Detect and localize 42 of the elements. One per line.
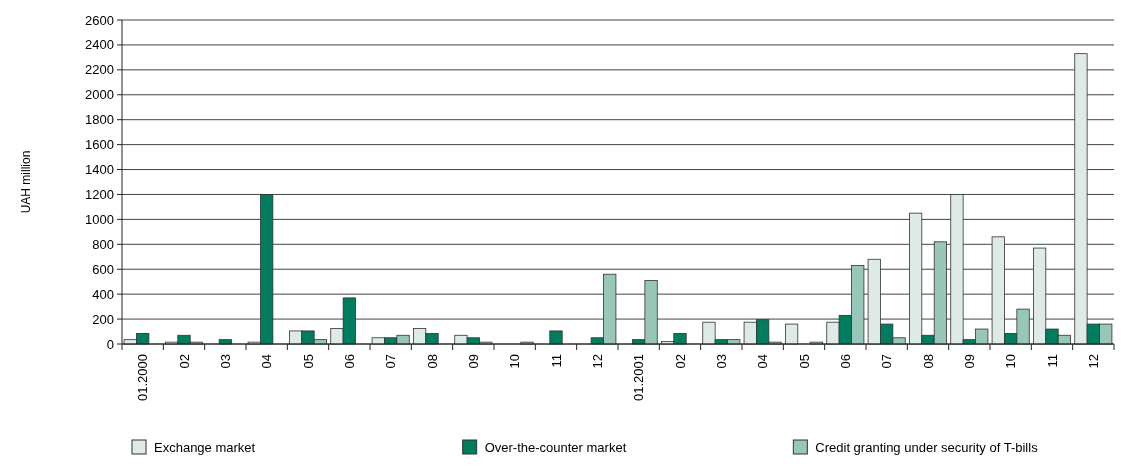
x-tick-label: 04 xyxy=(259,354,275,369)
y-tick-label: 2200 xyxy=(85,62,114,78)
y-tick-label: 400 xyxy=(92,286,114,302)
x-tick-label: 06 xyxy=(837,354,853,369)
legend-label: Credit granting under security of T-bills xyxy=(815,440,1039,455)
y-tick-label: 1400 xyxy=(85,162,114,178)
y-tick-label: 0 xyxy=(106,336,114,352)
y-tick-label: 2000 xyxy=(85,87,114,103)
y-tick-label: 1600 xyxy=(85,137,114,153)
legend-label: Exchange market xyxy=(154,440,256,455)
x-tick-label: 12 xyxy=(589,354,605,369)
x-tick-label: 09 xyxy=(465,354,481,369)
y-tick-label: 1200 xyxy=(85,187,114,203)
x-tick-label: 05 xyxy=(796,354,812,369)
y-tick-label: 1000 xyxy=(85,211,114,227)
y-tick-label: 1800 xyxy=(85,112,114,128)
y-tick-label: 2400 xyxy=(85,37,114,53)
x-tick-label: 11 xyxy=(1044,354,1060,368)
x-tick-label: 02 xyxy=(672,354,688,369)
x-tick-label: 03 xyxy=(217,354,233,369)
y-tick-label: 600 xyxy=(92,261,114,277)
x-tick-label: 06 xyxy=(341,354,357,369)
x-tick-label: 01.2001 xyxy=(631,354,647,401)
x-tick-label: 10 xyxy=(1003,354,1019,369)
x-tick-label: 07 xyxy=(879,354,895,369)
x-tick-label: 08 xyxy=(424,354,440,369)
x-tick-label: 08 xyxy=(920,354,936,369)
y-axis-title: UAH million xyxy=(19,150,33,214)
x-tick-label: 11 xyxy=(548,354,564,368)
x-tick-label: 01.2000 xyxy=(135,354,151,401)
y-tick-label: 200 xyxy=(92,311,114,327)
legend-label: Over-the-counter market xyxy=(484,440,627,455)
x-tick-label: 10 xyxy=(507,354,523,369)
x-tick-label: 04 xyxy=(755,354,771,369)
y-tick-label: 2600 xyxy=(85,12,114,28)
y-tick-label: 800 xyxy=(92,236,114,252)
x-tick-label: 05 xyxy=(300,354,316,369)
x-tick-label: 03 xyxy=(713,354,729,369)
x-tick-label: 12 xyxy=(1085,354,1101,369)
x-tick-label: 09 xyxy=(961,354,977,369)
x-tick-label: 02 xyxy=(176,354,192,369)
x-tick-label: 07 xyxy=(383,354,399,369)
